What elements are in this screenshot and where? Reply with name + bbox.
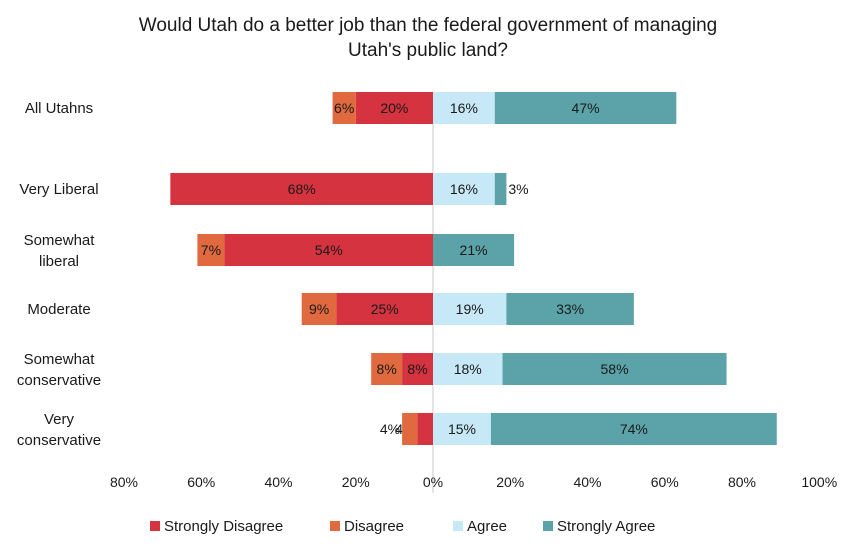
bar-segment xyxy=(506,293,634,325)
bar-segment xyxy=(224,234,433,266)
bar-segment xyxy=(433,413,491,445)
bar-segment xyxy=(494,173,507,205)
chart-title-line: Would Utah do a better job than the fede… xyxy=(139,15,717,36)
data-label: 16% xyxy=(450,181,478,197)
data-label: 33% xyxy=(556,301,584,317)
category-label: conservative xyxy=(17,372,101,389)
data-label: 74% xyxy=(620,421,648,437)
bar-segment xyxy=(433,234,515,266)
data-label: 4% xyxy=(380,421,400,437)
bar-segment xyxy=(433,173,495,205)
data-label: 20% xyxy=(380,100,408,116)
x-tick-label: 80% xyxy=(110,474,138,490)
legend-label: Strongly Disagree xyxy=(164,518,283,535)
legend-label: Strongly Agree xyxy=(557,518,655,535)
data-label: 8% xyxy=(377,361,397,377)
x-tick-label: 20% xyxy=(342,474,370,490)
data-label: 6% xyxy=(334,100,354,116)
legend-swatch xyxy=(330,521,340,531)
chart-title-line: Utah's public land? xyxy=(348,40,508,61)
bar-segment xyxy=(332,92,356,124)
bar-segment xyxy=(170,173,433,205)
x-tick-label: 80% xyxy=(728,474,756,490)
bar-segment xyxy=(402,413,418,445)
x-tick-label: 0% xyxy=(423,474,443,490)
bar-segment xyxy=(433,353,503,385)
bar-segment xyxy=(433,293,507,325)
x-tick-label: 60% xyxy=(651,474,679,490)
data-label: 7% xyxy=(201,242,221,258)
data-label: 15% xyxy=(448,421,476,437)
category-label: Somewhat xyxy=(24,351,96,368)
data-label: 58% xyxy=(601,361,629,377)
category-label: All Utahns xyxy=(25,100,93,117)
bar-segment xyxy=(502,353,727,385)
bar-segment xyxy=(301,293,337,325)
category-label: conservative xyxy=(17,432,101,449)
legend-swatch xyxy=(150,521,160,531)
x-tick-label: 40% xyxy=(573,474,601,490)
data-label: 3% xyxy=(508,181,528,197)
category-label: Very xyxy=(44,411,75,428)
category-label: Moderate xyxy=(27,301,90,318)
data-label: 16% xyxy=(450,100,478,116)
bar-segment xyxy=(417,413,433,445)
category-label: liberal xyxy=(39,253,79,270)
bar-segment xyxy=(433,92,495,124)
data-label: 68% xyxy=(288,181,316,197)
legend-swatch xyxy=(453,521,463,531)
data-label: 47% xyxy=(572,100,600,116)
bar-segment xyxy=(197,234,225,266)
bar-segment xyxy=(336,293,433,325)
data-label: 25% xyxy=(371,301,399,317)
x-tick-label: 20% xyxy=(496,474,524,490)
x-tick-label: 100% xyxy=(801,474,837,490)
data-label: 19% xyxy=(456,301,484,317)
data-label: 54% xyxy=(315,242,343,258)
bar-segment xyxy=(494,92,677,124)
legend-swatch xyxy=(543,521,553,531)
legend-label: Agree xyxy=(467,518,507,535)
legend-label: Disagree xyxy=(344,518,404,535)
data-label: 18% xyxy=(454,361,482,377)
bar-segment xyxy=(355,92,433,124)
data-label: 21% xyxy=(460,242,488,258)
data-label: 8% xyxy=(407,361,427,377)
category-label: Somewhat xyxy=(24,232,96,249)
bar-segment xyxy=(490,413,777,445)
x-tick-label: 60% xyxy=(187,474,215,490)
bar-segment xyxy=(402,353,433,385)
data-label: 9% xyxy=(309,301,329,317)
category-label: Very Liberal xyxy=(19,181,98,198)
x-tick-label: 40% xyxy=(264,474,292,490)
bar-segment xyxy=(371,353,403,385)
